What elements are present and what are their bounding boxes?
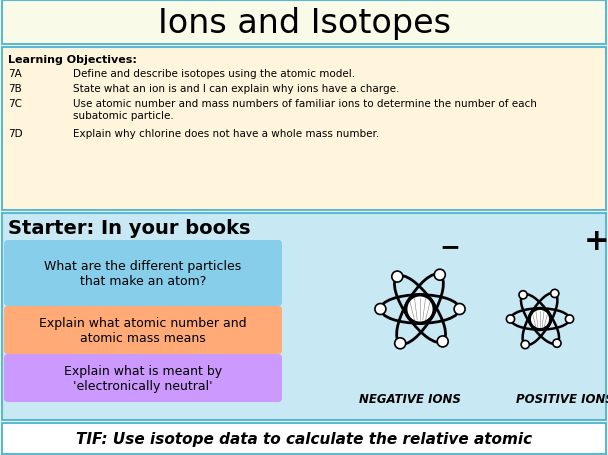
Text: Ions and Isotopes: Ions and Isotopes [157,6,451,40]
Text: NEGATIVE IONS: NEGATIVE IONS [359,393,461,405]
Circle shape [519,291,527,299]
Text: State what an ion is and I can explain why ions have a charge.: State what an ion is and I can explain w… [73,84,399,94]
Text: Starter: In your books: Starter: In your books [8,218,250,238]
FancyBboxPatch shape [2,1,606,45]
Text: 7B: 7B [8,84,22,94]
Text: 7C: 7C [8,99,22,109]
Circle shape [551,290,559,298]
Circle shape [437,336,448,347]
Circle shape [375,304,386,315]
Circle shape [454,304,465,315]
Text: Learning Objectives:: Learning Objectives: [8,55,137,65]
Text: What are the different particles
that make an atom?: What are the different particles that ma… [44,259,241,288]
Text: Define and describe isotopes using the atomic model.: Define and describe isotopes using the a… [73,69,355,79]
Circle shape [406,295,434,324]
Text: 7A: 7A [8,69,22,79]
Circle shape [434,270,445,281]
Text: Explain why chlorine does not have a whole mass number.: Explain why chlorine does not have a who… [73,129,379,139]
FancyBboxPatch shape [2,48,606,211]
Circle shape [506,315,514,324]
Text: 7D: 7D [8,129,22,139]
FancyBboxPatch shape [4,241,282,306]
Circle shape [395,338,406,349]
Circle shape [392,272,402,283]
FancyBboxPatch shape [4,306,282,354]
Text: Explain what is meant by
'electronically neutral': Explain what is meant by 'electronically… [64,364,222,392]
Circle shape [530,308,551,330]
Circle shape [521,341,530,349]
Text: −: − [440,234,460,258]
Text: POSITIVE IONS: POSITIVE IONS [516,393,608,405]
Text: Use atomic number and mass numbers of familiar ions to determine the number of e: Use atomic number and mass numbers of fa… [73,99,537,120]
Circle shape [565,315,573,324]
Circle shape [553,339,561,348]
FancyBboxPatch shape [4,354,282,402]
Text: TIF: Use isotope data to calculate the relative atomic: TIF: Use isotope data to calculate the r… [76,431,532,446]
Text: Explain what atomic number and
atomic mass means: Explain what atomic number and atomic ma… [39,316,247,344]
FancyBboxPatch shape [2,213,606,420]
Text: +: + [584,227,608,255]
FancyBboxPatch shape [2,423,606,454]
